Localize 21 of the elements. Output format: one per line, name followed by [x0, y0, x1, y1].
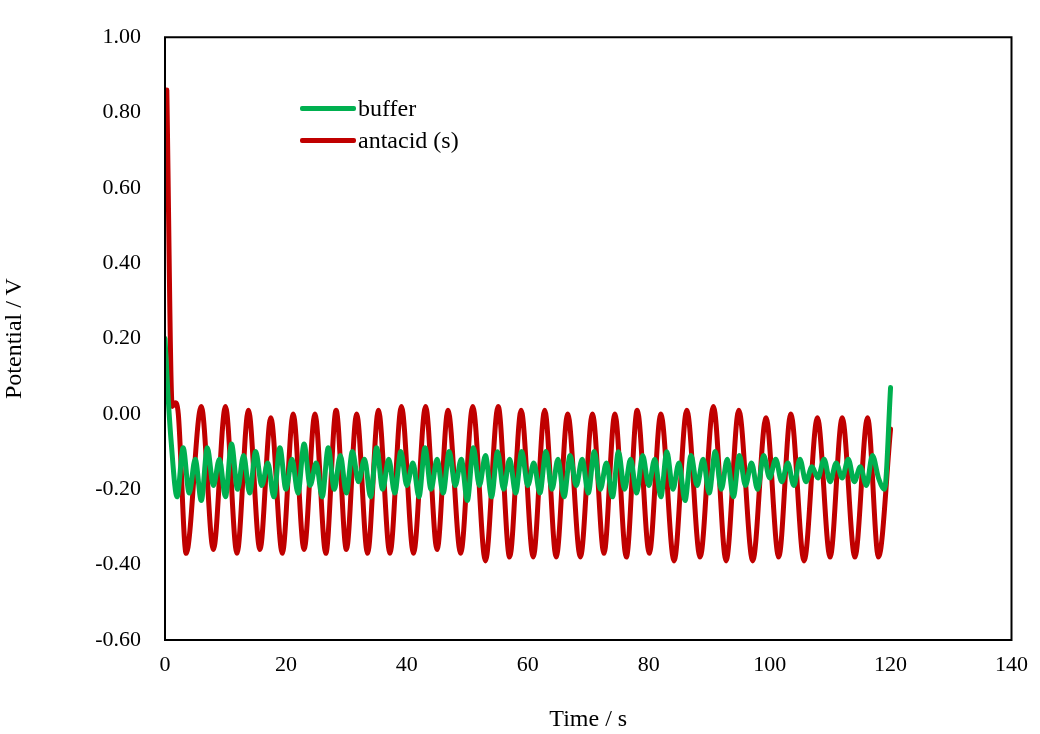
y-tick-label: 0.40 [102, 249, 141, 275]
y-tick-label: 0.60 [102, 173, 141, 199]
x-tick-label: 40 [395, 650, 418, 676]
y-tick-label: 0.20 [102, 324, 141, 350]
x-axis-title: Time / s [549, 704, 628, 731]
y-tick-label: 0.00 [102, 399, 141, 425]
y-tick-label: 1.00 [102, 22, 141, 48]
legend-label: antacid (s) [358, 126, 459, 154]
legend-label: buffer [358, 94, 417, 122]
y-axis-title: Potential / V [0, 277, 26, 400]
x-tick-label: 80 [637, 650, 660, 676]
x-tick-label: 20 [274, 650, 297, 676]
y-tick-label: -0.20 [95, 475, 141, 501]
x-tick-label: 140 [995, 650, 1028, 676]
y-tick-label: -0.40 [95, 550, 141, 576]
y-tick-label: 0.80 [102, 98, 141, 124]
y-tick-label: -0.60 [95, 625, 141, 651]
x-tick-label: 120 [874, 650, 908, 676]
x-tick-label: 0 [159, 650, 171, 676]
x-tick-label: 60 [516, 650, 539, 676]
x-tick-label: 100 [753, 650, 787, 676]
